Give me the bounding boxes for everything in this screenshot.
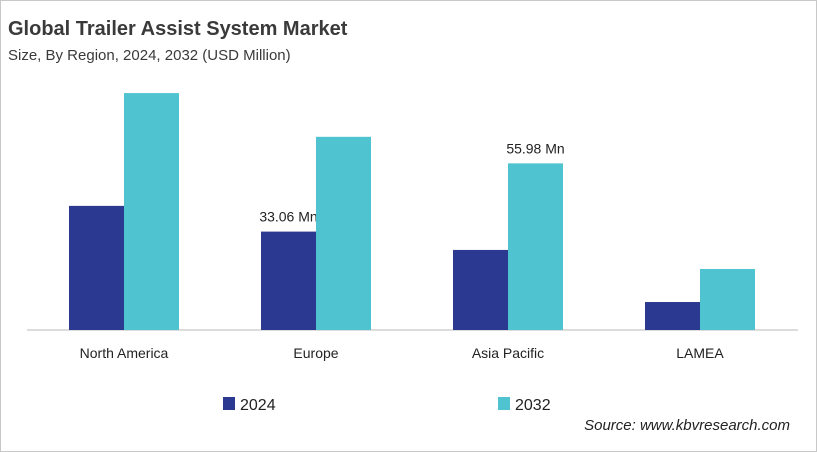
bar-2024-2 <box>453 249 508 330</box>
legend-label: 2024 <box>240 397 276 414</box>
bar-2032-3 <box>700 268 755 330</box>
source-note: Source: www.kbvresearch.com <box>584 417 790 434</box>
legend-swatch-2024 <box>223 397 235 410</box>
x-tick-label: Europe <box>293 345 338 361</box>
bar-2024-1 <box>261 231 316 330</box>
bar-2032-0 <box>124 93 179 331</box>
bar-2032-1 <box>316 136 371 330</box>
bar-2024-0 <box>69 205 124 330</box>
x-tick-label: Asia Pacific <box>472 345 544 361</box>
bar-2032-2 <box>508 163 563 330</box>
chart-title: Global Trailer Assist System Market <box>8 18 348 40</box>
legend-label: 2032 <box>515 397 551 414</box>
data-label: 33.06 Mn <box>259 209 317 225</box>
legend-swatch-2032 <box>498 397 510 410</box>
data-label: 55.98 Mn <box>506 140 564 156</box>
bar-2024-3 <box>645 302 700 330</box>
x-tick-label: LAMEA <box>676 345 724 361</box>
chart-subtitle: Size, By Region, 2024, 2032 (USD Million… <box>8 47 291 64</box>
x-tick-label: North America <box>80 345 169 361</box>
